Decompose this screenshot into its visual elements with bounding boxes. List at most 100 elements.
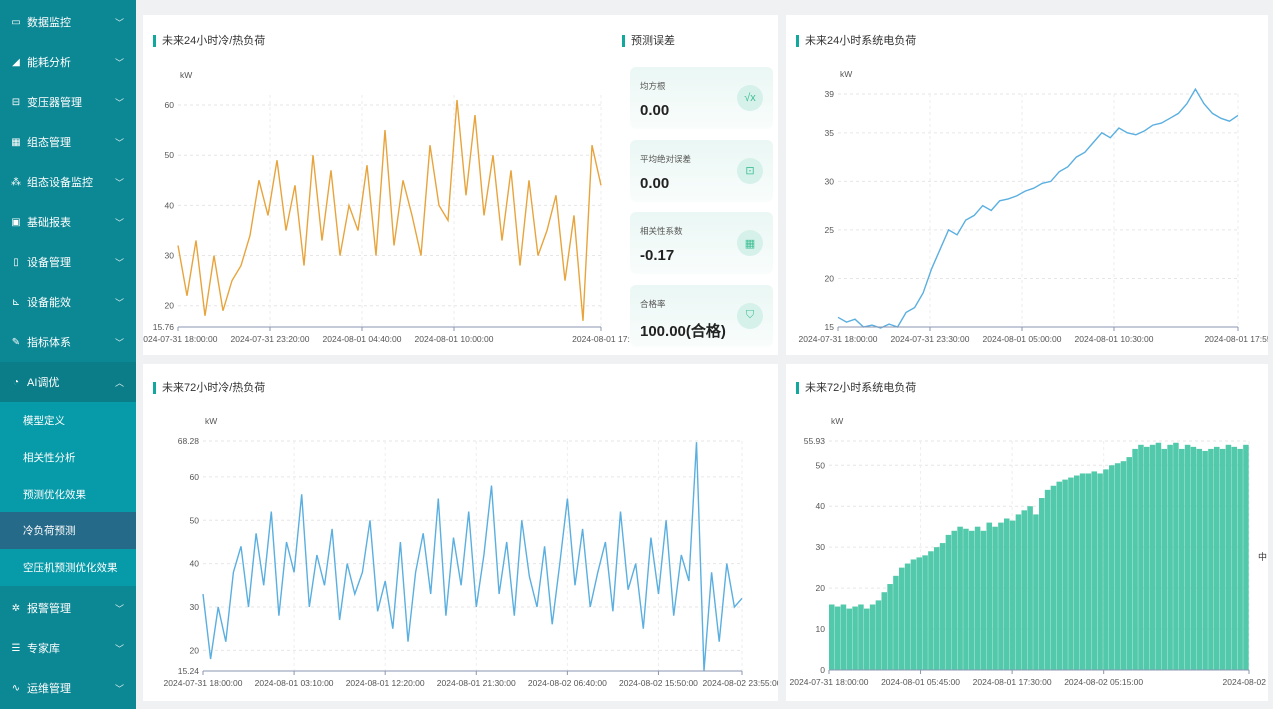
sidebar-item-label: 设备能效 <box>27 297 71 309</box>
sidebar-item[interactable]: ◔ AI调优 ︿ <box>0 362 136 402</box>
chevron-down-icon: ﹀ <box>114 297 124 308</box>
metric-label: 平均绝对误差 <box>640 153 692 164</box>
bar <box>1120 461 1127 670</box>
sidebar-item[interactable]: ⊟ 变压器管理 ﹀ <box>0 82 136 122</box>
chevron-down-icon: ﹀ <box>114 57 124 68</box>
bar <box>1103 469 1109 670</box>
bar <box>1085 473 1092 670</box>
metric-value: -0.17 <box>640 247 675 264</box>
panel-24h-electric-load: 未来24小时系统电负荷 kW 15 20 25 30 35 39 2024-07-31 18:… <box>786 15 1268 355</box>
bar <box>1155 442 1162 670</box>
bar <box>899 567 905 670</box>
x-tick-label: 2024-08-02 15:50:00 <box>619 678 698 688</box>
sidebar-item[interactable]: ⊾ 设备能效 ﹀ <box>0 282 136 322</box>
x-tick-label: 2024-08-01 10:30:00 <box>1075 334 1154 344</box>
chevron-down-icon: ﹀ <box>114 217 124 228</box>
sidebar-item[interactable]: ⁂ 组态设备监控 ﹀ <box>0 162 136 202</box>
bar <box>840 604 847 670</box>
toggle-icon[interactable]: 中 <box>1257 552 1267 561</box>
bar <box>1237 448 1243 670</box>
bar <box>1161 448 1168 670</box>
bar <box>852 606 858 670</box>
sidebar-item-label: 运维管理 <box>27 683 71 695</box>
sidebar-item-label: 能耗分析 <box>27 57 71 69</box>
shield-percent-icon: ⛉ <box>737 302 763 329</box>
bar <box>1021 510 1028 670</box>
sidebar-item[interactable]: ✲ 报警管理 ﹀ <box>0 588 136 628</box>
metric-card: 合格率 100.00(合格) ⛉ <box>630 284 773 347</box>
sidebar-item-label: 组态设备监控 <box>27 177 93 189</box>
chart-title: 未来24小时冷/热负荷 <box>153 35 265 47</box>
bar <box>904 563 911 670</box>
sidebar-item[interactable]: ▦ 组态管理 ﹀ <box>0 122 136 162</box>
bar <box>998 522 1004 670</box>
bar <box>1097 473 1103 670</box>
sidebar-subitem[interactable]: 空压机预测优化效果 <box>0 549 136 587</box>
sidebar-item-label: 组态管理 <box>27 137 71 149</box>
y-axis-unit: kW <box>180 70 192 80</box>
chevron-down-icon: ﹀ <box>114 177 124 188</box>
chevron-up-icon: ︿ <box>114 377 124 388</box>
y-tick-label: 50 <box>165 150 175 160</box>
bar <box>834 606 841 670</box>
bar <box>980 530 987 670</box>
book-icon: ☰ <box>11 642 21 654</box>
transformer-icon: ⊟ <box>11 96 21 108</box>
bar <box>1149 444 1156 670</box>
y-axis-unit: kW <box>840 69 852 79</box>
device-icon: ▯ <box>13 256 19 268</box>
metric-card: 相关性系数 -0.17 ▦ <box>630 212 773 274</box>
x-tick-label: 2024-07-31 23:30:00 <box>891 334 970 344</box>
series-line <box>202 442 743 672</box>
bar <box>1033 514 1039 670</box>
sqrt-icon: √x <box>737 85 763 111</box>
network-icon: ⁂ <box>11 176 21 188</box>
maintenance-icon: ∿ <box>11 682 21 694</box>
sidebar-item[interactable]: ▯ 设备管理 ﹀ <box>0 242 136 282</box>
metric-label: 相关性系数 <box>640 226 683 236</box>
bar <box>916 557 923 670</box>
bar <box>1208 448 1214 670</box>
bar <box>875 600 882 670</box>
bar <box>887 584 893 670</box>
bar <box>974 526 981 670</box>
sidebar-item-label: 设备管理 <box>27 257 71 269</box>
sidebar-item[interactable]: ∿ 运维管理 ﹀ <box>0 668 136 708</box>
bar <box>869 604 876 670</box>
sidebar-item-label: 指标体系 <box>27 337 71 349</box>
bar <box>881 592 888 670</box>
bar <box>1214 446 1220 670</box>
sidebar-subitem[interactable]: 冷负荷预测 <box>0 512 136 550</box>
y-tick-label: 20 <box>825 273 835 283</box>
metric-label: 合格率 <box>640 298 666 309</box>
metric-value: 100.00(合格) <box>640 322 726 340</box>
sidebar-item[interactable]: ▣ 基础报表 ﹀ <box>0 202 136 242</box>
sidebar-item-label: 数据监控 <box>27 17 71 29</box>
panel-24h-cold-load: 未来24小时冷/热负荷 预测误差 均方根 0.00 √x 平均绝对误差 0.00 ⊡ 相关性… <box>143 15 778 355</box>
sidebar-subitem[interactable]: 相关性分析 <box>0 438 136 476</box>
sidebar-item[interactable]: ▭ 数据监控 ﹀ <box>0 2 136 42</box>
bar <box>893 575 899 670</box>
bar <box>934 547 940 670</box>
grid-icon: ▦ <box>11 136 21 148</box>
bar <box>945 534 952 670</box>
bar <box>1225 444 1232 670</box>
bar <box>1126 457 1133 670</box>
matrix-icon: ▦ <box>737 230 763 256</box>
x-tick-label: 2024-08-01 04:40:00 <box>323 334 402 344</box>
x-tick-label: 2024-07-31 23:20:00 <box>231 334 310 344</box>
x-tick-label: 2024-07-31 18:00:00 <box>164 678 243 688</box>
monitor-icon: ▭ <box>11 16 21 28</box>
y-tick-label: 30 <box>190 602 200 612</box>
sidebar-item[interactable]: ☰ 专家库 ﹀ <box>0 628 136 668</box>
metric-value: 0.00 <box>640 174 670 192</box>
bar <box>1138 444 1144 670</box>
y-tick-label: 10 <box>816 624 826 634</box>
sidebar-subitem[interactable]: 模型定义 <box>0 402 136 439</box>
sidebar-item[interactable]: ✎ 指标体系 ﹀ <box>0 322 136 362</box>
y-tick-label: 39 <box>825 89 835 99</box>
sidebar-item[interactable]: ◢ 能耗分析 ﹀ <box>0 42 136 82</box>
sidebar-subitem[interactable]: 预测优化效果 <box>0 475 136 513</box>
y-tick-label: 35 <box>825 128 835 138</box>
bar <box>963 528 969 670</box>
